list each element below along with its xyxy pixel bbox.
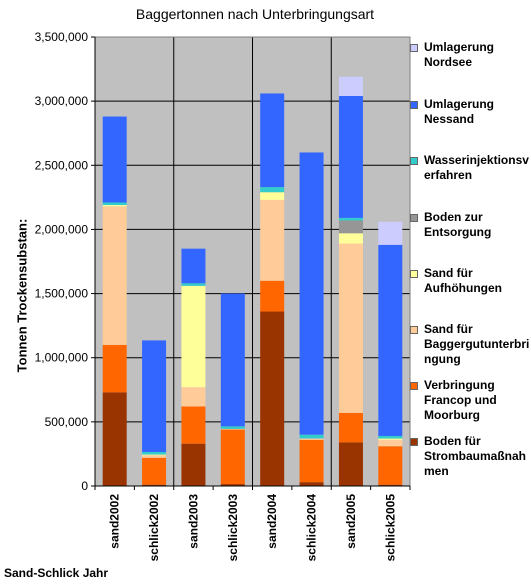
legend-label: erfahren [424, 168, 473, 182]
y-tick-label: 1,000,000 [35, 351, 89, 365]
legend-swatch [410, 214, 418, 222]
legend-label: men [424, 464, 449, 478]
bar-segment [260, 192, 285, 200]
legend-label: Boden für [424, 434, 481, 448]
legend-swatch [410, 157, 418, 165]
legend-label: Umlagerung [424, 40, 495, 54]
legend-label: Strombaumaßnah [424, 449, 527, 463]
bar-segment [338, 76, 363, 97]
y-tick-label: 500,000 [45, 415, 89, 429]
bar-segment [220, 428, 245, 430]
bar-segment [220, 293, 245, 427]
bar-segment [142, 452, 167, 455]
legend-label: Nordsee [424, 55, 473, 69]
legend-label: Wasserinjektionsv [424, 153, 529, 167]
legend-label: Sand für [424, 322, 473, 336]
legend-label: Baggergutunterbri [424, 337, 530, 351]
bar-segment [378, 435, 403, 439]
legend-label: Nessand [424, 112, 475, 126]
bar-segment [378, 244, 403, 436]
bar-segment [220, 426, 245, 429]
legend-swatch [410, 382, 418, 390]
bar-segment [378, 446, 403, 485]
chart-title: Baggertonnen nach Unterbringungsart [135, 6, 375, 22]
bar-segment [181, 248, 206, 284]
legend-label: ngung [424, 352, 461, 366]
bar-segment [102, 202, 127, 206]
legend-label: Entsorgung [424, 225, 492, 239]
bar-segment [102, 344, 127, 393]
bar-segment [260, 199, 285, 281]
bar-segment [378, 221, 403, 245]
bar-segment [260, 280, 285, 312]
x-tick-label: schlick2002 [147, 494, 161, 562]
x-tick-label: sand2005 [344, 494, 358, 549]
bar-segment [260, 93, 285, 188]
bar-segment [260, 311, 285, 486]
bar-segment [260, 187, 285, 193]
bar-segment [338, 217, 363, 221]
bar-segment [338, 243, 363, 413]
legend-label: Aufhöhungen [424, 281, 502, 295]
y-tick-label: 0 [81, 479, 88, 493]
bar-segment [102, 206, 127, 345]
legend-label: Verbringung [424, 378, 495, 392]
bar-segment [142, 457, 167, 485]
legend-swatch [410, 326, 418, 334]
bar-segment [102, 205, 127, 207]
bar-segment [378, 439, 403, 447]
bar-segment [338, 220, 363, 234]
y-tick-label: 3,000,000 [35, 94, 89, 108]
bar-segment [338, 96, 363, 218]
legend-label: Moorburg [424, 408, 480, 422]
bar-segment [378, 438, 403, 440]
bar-segment [142, 340, 167, 453]
bar-segment [299, 439, 324, 483]
x-tick-label: schlick2003 [226, 494, 240, 562]
legend-swatch [410, 270, 418, 278]
bar-segment [299, 482, 324, 486]
y-tick-label: 3,500,000 [35, 30, 89, 44]
legend-swatch [410, 44, 418, 52]
bar-segment [338, 233, 363, 244]
bar-segment [220, 429, 245, 485]
y-tick-label: 2,000,000 [35, 222, 89, 236]
bar-segment [181, 285, 206, 388]
bar-segment [220, 484, 245, 486]
bar-segment [299, 152, 324, 435]
x-tick-label: schlick2005 [383, 494, 397, 562]
legend-label: Francop und [424, 393, 497, 407]
x-tick-label: sand2004 [265, 494, 279, 549]
bar-segment [338, 442, 363, 486]
legend-swatch [410, 101, 418, 109]
legend-swatch [410, 438, 418, 446]
bar-segment [142, 484, 167, 486]
bar-segment [142, 455, 167, 458]
x-axis-label: Sand-Schlick Jahr [4, 566, 109, 580]
bar-segment [299, 434, 324, 439]
bar-segment [181, 443, 206, 486]
x-tick-label: sand2003 [186, 494, 200, 549]
bar-segment [378, 484, 403, 486]
bar-segment [142, 454, 167, 456]
x-tick-label: schlick2004 [305, 494, 319, 562]
bar-segment [181, 387, 206, 407]
bar-segment [181, 283, 206, 286]
bar-segment [102, 392, 127, 486]
legend-label: Boden zur [424, 210, 483, 224]
x-tick-label: sand2002 [108, 494, 122, 549]
bar-segment [181, 406, 206, 444]
legend-label: Sand für [424, 266, 473, 280]
bar-segment [338, 412, 363, 443]
bar-segment [299, 438, 324, 440]
y-tick-label: 1,500,000 [35, 287, 89, 301]
bar-segment [102, 116, 127, 203]
legend-label: Umlagerung [424, 97, 495, 111]
y-tick-label: 2,500,000 [35, 158, 89, 172]
